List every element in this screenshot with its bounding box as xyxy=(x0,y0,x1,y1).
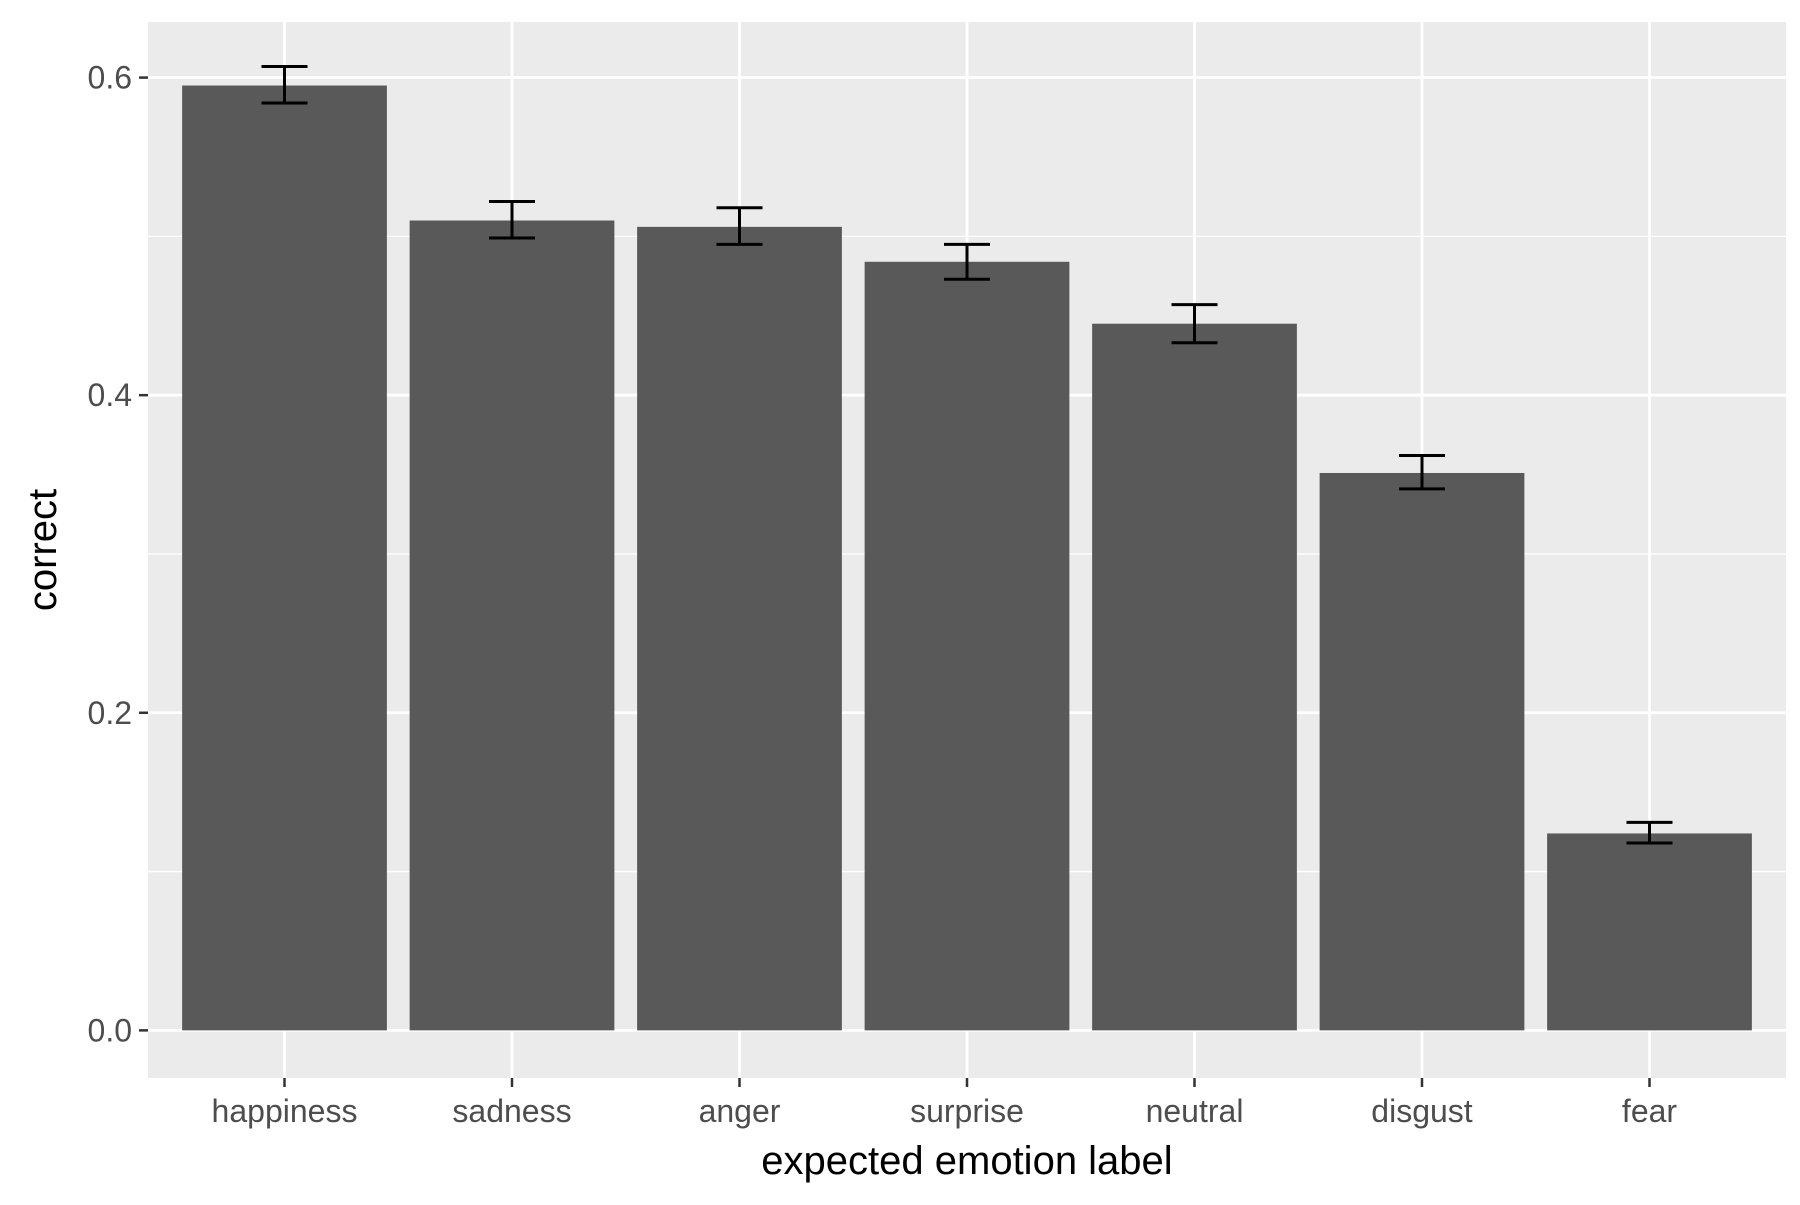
y-axis-title: correct xyxy=(21,489,65,611)
bar-anger xyxy=(637,226,842,1031)
bar-disgust xyxy=(1319,472,1525,1031)
error-bar-disgust xyxy=(1399,454,1445,491)
bar-surprise xyxy=(864,261,1070,1031)
y-tick-label: 0.6 xyxy=(88,60,132,96)
bar-fear xyxy=(1547,833,1752,1031)
error-bar-anger xyxy=(716,206,763,246)
bar-sadness xyxy=(409,220,615,1031)
bar-happiness xyxy=(182,85,387,1031)
bar-neutral xyxy=(1092,323,1297,1031)
error-bar-neutral xyxy=(1171,303,1218,345)
x-tick-label: fear xyxy=(1622,1093,1677,1129)
y-tick-label: 0.2 xyxy=(88,695,132,731)
error-bar-surprise xyxy=(944,242,990,281)
x-tick-label: surprise xyxy=(910,1093,1024,1129)
axes: 0.0 0.2 0.4 0.6 happiness sadness anger surpris… xyxy=(88,60,1678,1129)
x-tick-label: anger xyxy=(699,1093,781,1129)
x-axis-title: expected emotion label xyxy=(761,1139,1172,1183)
x-tick-label: disgust xyxy=(1371,1093,1473,1129)
x-tick-label: sadness xyxy=(452,1093,571,1129)
error-bar-sadness xyxy=(489,199,535,240)
x-tick-label: neutral xyxy=(1146,1093,1244,1129)
x-tick-label: happiness xyxy=(212,1093,358,1129)
y-tick-label: 0.4 xyxy=(88,377,132,413)
error-bar-fear xyxy=(1626,820,1673,845)
error-bars xyxy=(261,64,1673,845)
y-tick-label: 0.0 xyxy=(88,1012,132,1048)
bars xyxy=(182,85,1752,1031)
error-bar-happiness xyxy=(261,64,308,105)
